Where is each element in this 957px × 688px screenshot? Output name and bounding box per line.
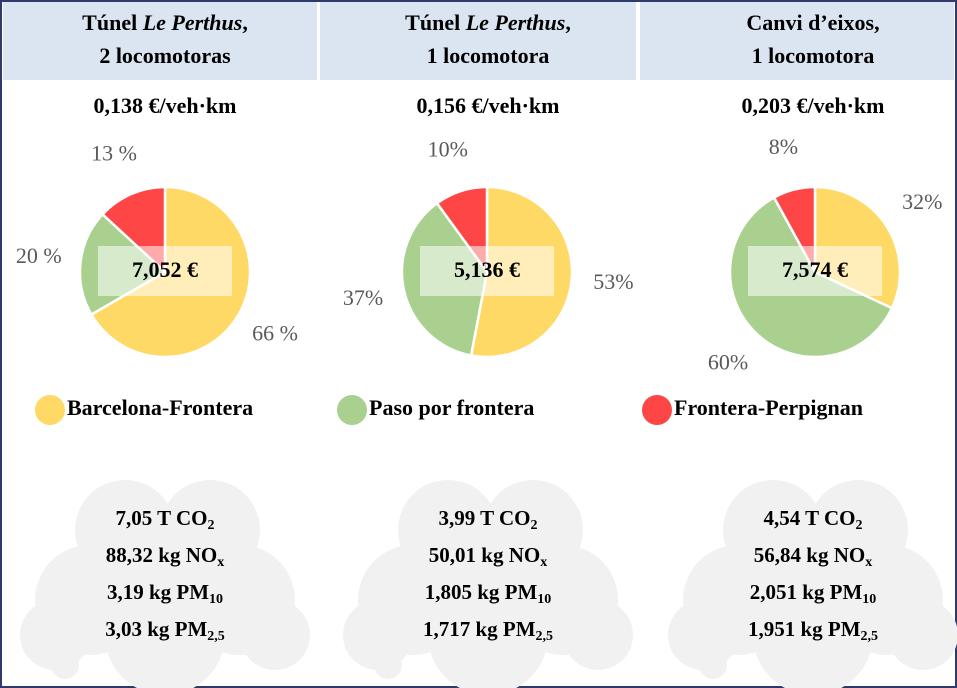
cloud-puff xyxy=(240,600,310,670)
legend-swatch xyxy=(642,395,672,425)
cloud-puff xyxy=(20,600,90,670)
cloud xyxy=(20,480,310,688)
emission-text: 4,54 T CO xyxy=(764,506,856,530)
cloud-puff xyxy=(105,575,225,688)
emission: 3,03 kg PM2,5 xyxy=(105,617,225,644)
cloud-puff xyxy=(428,575,548,688)
emission: 4,54 T CO2 xyxy=(764,506,863,533)
total-box xyxy=(748,246,882,296)
emission: 1,717 kg PM2,5 xyxy=(423,617,553,644)
total-box xyxy=(98,246,232,296)
emission-text: 56,84 kg NO xyxy=(754,543,865,567)
cloud-puff xyxy=(374,651,402,679)
pie-label: 13 % xyxy=(91,141,137,166)
emission: 3,19 kg PM10 xyxy=(107,580,223,607)
cloud-puff xyxy=(51,651,79,679)
cloud-puff xyxy=(808,480,908,580)
header-title: Canvi d’eixos, xyxy=(746,10,879,35)
emission-sub: 10 xyxy=(537,592,551,607)
emission-text: 3,19 kg PM xyxy=(107,580,209,604)
emission-sub: x xyxy=(217,555,224,570)
cloud xyxy=(343,480,633,688)
cloud-puff xyxy=(699,651,727,679)
emission-sub: 2,5 xyxy=(536,629,554,644)
cloud-puff xyxy=(343,600,413,670)
legend-label: Paso por frontera xyxy=(369,395,534,420)
emission-text: 2,051 kg PM xyxy=(750,580,863,604)
emission-text: 7,05 T CO xyxy=(116,506,208,530)
emission-sub: x xyxy=(865,555,872,570)
emission: 50,01 kg NOx xyxy=(429,543,547,570)
cost: 0,138 €/veh·km xyxy=(93,93,236,118)
pie-label: 60% xyxy=(708,350,748,375)
header-text: Canvi d’eixos, xyxy=(746,10,879,35)
emission: 7,05 T CO2 xyxy=(116,506,215,533)
header-title: 1 locomotora xyxy=(752,43,875,68)
cloud-puff xyxy=(753,575,873,688)
cloud-puff xyxy=(75,480,175,580)
header-title: 2 locomotoras xyxy=(99,43,231,68)
cloud-puff xyxy=(160,480,260,580)
emission-sub: 10 xyxy=(209,592,223,607)
cloud-puff xyxy=(723,480,823,580)
pie-label: 53% xyxy=(593,269,633,294)
legend-swatch xyxy=(337,395,367,425)
emission-sub: x xyxy=(540,555,547,570)
pie-total: 7,574 € xyxy=(782,257,848,282)
pie-total: 5,136 € xyxy=(454,257,520,282)
cloud-puff xyxy=(483,480,583,580)
emission-text: 1,717 kg PM xyxy=(423,617,536,641)
emission-text: 1,805 kg PM xyxy=(425,580,538,604)
emission: 88,32 kg NOx xyxy=(106,543,224,570)
header-text: Túnel xyxy=(82,10,143,35)
emission-text: 3,03 kg PM xyxy=(105,617,207,641)
pie-label: 10% xyxy=(428,136,468,161)
emission-sub: 2,5 xyxy=(861,629,879,644)
header-em: Le Perthus xyxy=(142,10,243,35)
emission: 2,051 kg PM10 xyxy=(750,580,877,607)
emission-sub: 2 xyxy=(208,518,215,533)
legend-label: Frontera-Perpignan xyxy=(674,395,863,420)
legend-swatch xyxy=(35,395,65,425)
emission-sub: 10 xyxy=(862,592,876,607)
emission: 1,805 kg PM10 xyxy=(425,580,552,607)
emission-text: 88,32 kg NO xyxy=(106,543,217,567)
cloud-puff xyxy=(888,600,957,670)
emission-sub: 2 xyxy=(531,518,538,533)
pie-total: 7,052 € xyxy=(132,257,198,282)
cloud xyxy=(668,480,957,688)
total-box xyxy=(420,246,554,296)
header-band xyxy=(640,2,954,80)
cloud-puff xyxy=(398,480,498,580)
header-em: Le Perthus xyxy=(465,10,566,35)
cost: 0,156 €/veh·km xyxy=(416,93,559,118)
emission-text: 3,99 T CO xyxy=(439,506,531,530)
header-title: Túnel Le Perthus, xyxy=(82,10,248,35)
pie-label: 37% xyxy=(343,285,383,310)
emission-sub: 2 xyxy=(856,518,863,533)
header-title: 1 locomotora xyxy=(427,43,550,68)
pie-label: 66 % xyxy=(252,321,298,346)
emission: 1,951 kg PM2,5 xyxy=(748,617,878,644)
header-text: Túnel xyxy=(405,10,466,35)
cloud-puff xyxy=(668,600,738,670)
header-text: , xyxy=(242,10,248,35)
emission-text: 50,01 kg NO xyxy=(429,543,540,567)
pie-label: 8% xyxy=(769,134,798,159)
emission: 3,99 T CO2 xyxy=(439,506,538,533)
pie-label: 32% xyxy=(902,189,942,214)
emission: 56,84 kg NOx xyxy=(754,543,872,570)
cloud-puff xyxy=(563,600,633,670)
legend-label: Barcelona-Frontera xyxy=(67,395,253,420)
pie-label: 20 % xyxy=(16,243,62,268)
emission-text: 1,951 kg PM xyxy=(748,617,861,641)
header-band xyxy=(3,2,317,80)
cost: 0,203 €/veh·km xyxy=(741,93,884,118)
header-title: Túnel Le Perthus, xyxy=(405,10,571,35)
header-text: , xyxy=(565,10,571,35)
emission-sub: 2,5 xyxy=(207,629,225,644)
header-band xyxy=(320,2,636,80)
